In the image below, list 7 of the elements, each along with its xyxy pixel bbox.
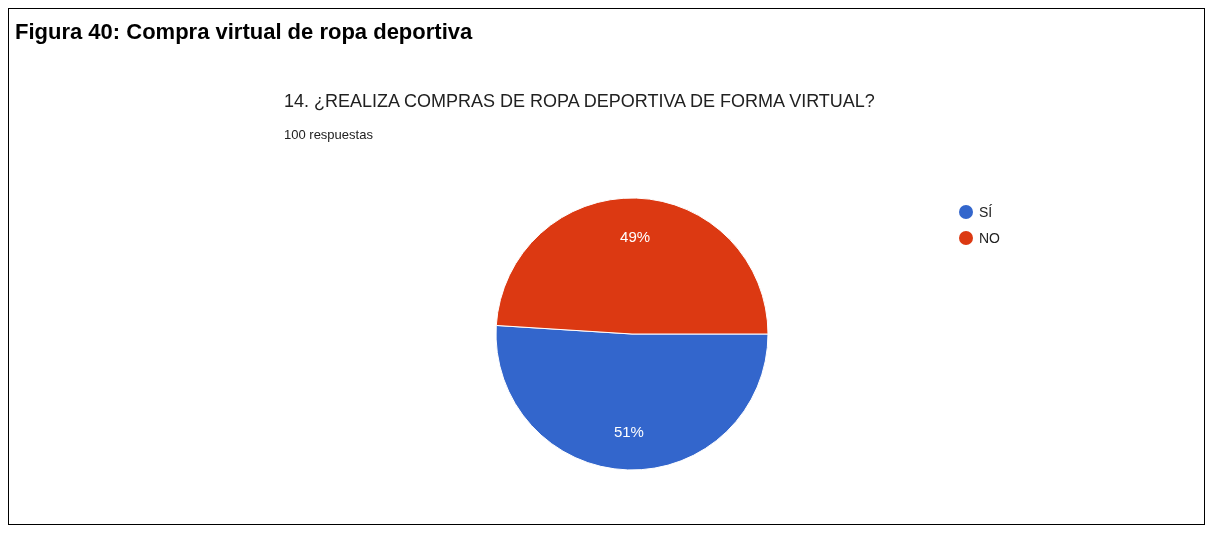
legend-label: NO <box>979 230 1000 246</box>
legend-label: SÍ <box>979 204 993 220</box>
text: Figura 40: Compra virtual de ropa deportiva <box>15 19 473 45</box>
text: 100 respuestas <box>284 127 373 142</box>
chart-subtitle: 14. ¿REALIZA COMPRAS DE ROPA DEPORTIVA DE FORMA VIRTUAL? <box>284 91 875 112</box>
data-label: 51% <box>613 423 644 441</box>
data-label: 49% <box>620 227 651 245</box>
